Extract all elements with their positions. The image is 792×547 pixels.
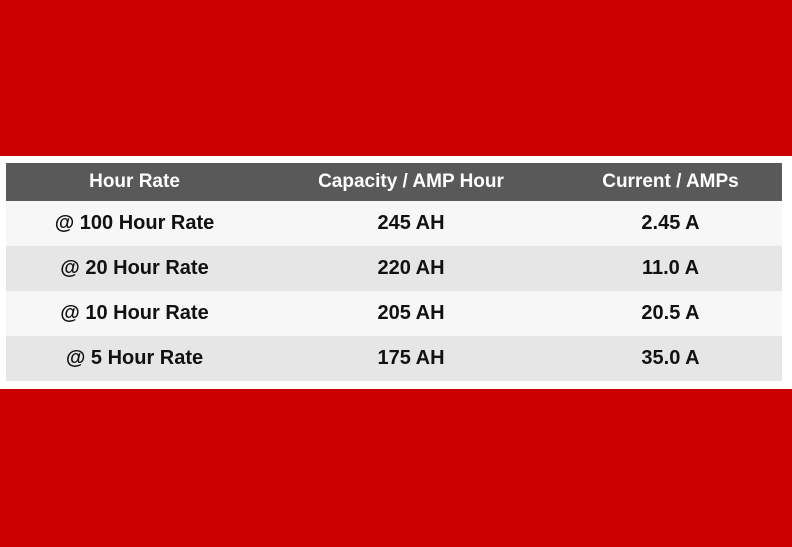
cell-capacity: 175 AH	[263, 336, 559, 381]
table-header-row: Hour Rate Capacity / AMP Hour Current / …	[6, 163, 782, 201]
table-row: @ 5 Hour Rate 175 AH 35.0 A	[6, 336, 782, 381]
header-hour-rate: Hour Rate	[6, 163, 263, 201]
header-current: Current / AMPs	[559, 163, 782, 201]
cell-hour-rate: @ 5 Hour Rate	[6, 336, 263, 381]
table-row: @ 20 Hour Rate 220 AH 11.0 A	[6, 246, 782, 291]
header-capacity: Capacity / AMP Hour	[263, 163, 559, 201]
table-row: @ 100 Hour Rate 245 AH 2.45 A	[6, 201, 782, 246]
cell-current: 2.45 A	[559, 201, 782, 246]
cell-capacity: 220 AH	[263, 246, 559, 291]
cell-capacity: 205 AH	[263, 291, 559, 336]
cell-capacity: 245 AH	[263, 201, 559, 246]
cell-current: 35.0 A	[559, 336, 782, 381]
battery-rate-table-container: Hour Rate Capacity / AMP Hour Current / …	[6, 163, 782, 383]
battery-rate-table: Hour Rate Capacity / AMP Hour Current / …	[6, 163, 782, 381]
top-red-band	[0, 0, 792, 156]
cell-current: 20.5 A	[559, 291, 782, 336]
cell-hour-rate: @ 20 Hour Rate	[6, 246, 263, 291]
bottom-red-band	[0, 389, 792, 547]
cell-hour-rate: @ 10 Hour Rate	[6, 291, 263, 336]
cell-current: 11.0 A	[559, 246, 782, 291]
cell-hour-rate: @ 100 Hour Rate	[6, 201, 263, 246]
table-row: @ 10 Hour Rate 205 AH 20.5 A	[6, 291, 782, 336]
